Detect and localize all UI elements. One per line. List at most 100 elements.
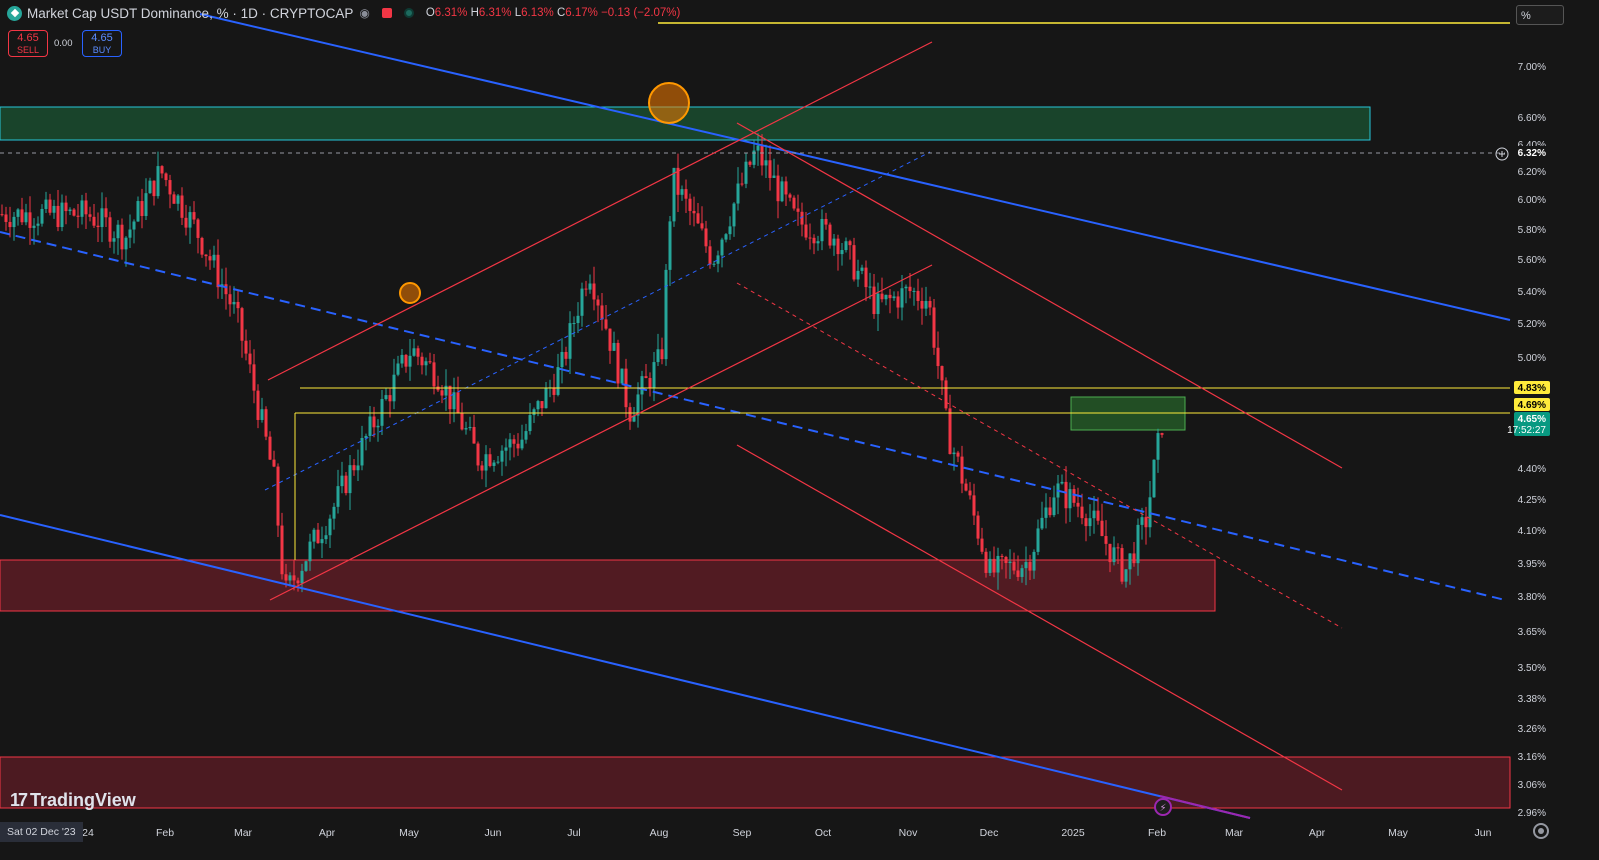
time-tick-label: Feb — [1148, 827, 1166, 839]
sell-label: SELL — [16, 45, 40, 55]
candle-body — [908, 286, 912, 292]
demand-zone-lower[interactable] — [0, 756, 1511, 809]
candle-body — [912, 290, 916, 292]
candle-body — [28, 212, 32, 228]
buy-button[interactable]: 4.65 BUY — [82, 30, 122, 57]
candle-body — [96, 225, 100, 228]
candle-body — [1156, 433, 1160, 460]
candle-body — [776, 175, 780, 202]
add-alert-plus-icon[interactable] — [1495, 147, 1509, 161]
scale-mode-dropdown[interactable]: % — [1516, 5, 1564, 25]
price-marker-label: 4.83% — [1518, 383, 1546, 394]
candle-body — [84, 200, 88, 215]
ohlc-close-label: C — [556, 7, 566, 19]
candle-body — [568, 323, 572, 359]
candle-body — [744, 161, 748, 184]
symbol-title[interactable]: Market Cap USDT Dominance, % · 1D · CRYP… — [27, 5, 354, 21]
price-tick-label: 3.26% — [1518, 724, 1546, 735]
candle-body — [640, 376, 644, 395]
channel-upper[interactable] — [267, 41, 933, 381]
sell-button[interactable]: 4.65 SELL — [8, 30, 48, 57]
price-marker-bg — [1514, 146, 1550, 159]
blue-trendline-top[interactable] — [199, 13, 1511, 321]
candle-body — [1116, 547, 1120, 549]
candle-body — [660, 349, 664, 360]
down-channel-lower[interactable] — [736, 444, 1343, 791]
time-tick-label: Aug — [650, 827, 669, 839]
candle-body — [252, 364, 256, 391]
price-marker-bg — [1514, 381, 1550, 394]
candle-body — [468, 426, 472, 429]
candle-body — [1000, 555, 1004, 557]
candle-body — [200, 237, 204, 255]
candle-body — [300, 570, 304, 584]
candle-body — [724, 234, 728, 240]
candle-body — [936, 347, 940, 367]
candle-body — [804, 224, 808, 238]
candle-body — [320, 539, 324, 544]
candle-body — [1088, 518, 1092, 527]
candle-body — [1032, 551, 1036, 571]
candle-body — [16, 209, 20, 217]
blue-trendline-bottom[interactable] — [0, 514, 1251, 819]
small-orange-circle[interactable] — [399, 282, 421, 304]
candle-body — [644, 376, 648, 378]
candle-body — [848, 241, 852, 246]
candle-body — [288, 575, 292, 581]
tradingview-logo[interactable]: 17 TradingView — [10, 790, 136, 811]
candle-body — [364, 435, 368, 438]
candle-body — [864, 267, 868, 288]
candle-body — [720, 239, 724, 256]
candle-body — [196, 219, 200, 238]
large-orange-circle[interactable] — [648, 82, 690, 124]
candle-body — [212, 254, 216, 261]
zones-layer — [0, 106, 1511, 809]
candle-body — [1152, 459, 1156, 498]
candle-body — [148, 180, 152, 194]
time-axis[interactable]: 24 Feb Mar Apr May Jun Jul Aug Sep Oct Nov Dec 2025 F… — [82, 827, 1491, 839]
candle-body — [92, 216, 96, 226]
price-marker-bg — [1514, 412, 1550, 436]
candle-body — [1128, 553, 1132, 570]
candle-body — [564, 351, 568, 359]
alert-icon[interactable] — [381, 8, 392, 18]
candle-body — [988, 558, 992, 573]
candle-body — [932, 307, 936, 348]
candle-body — [324, 535, 328, 540]
candle-body — [224, 284, 228, 295]
candle-body — [1052, 497, 1056, 516]
candle-body — [772, 175, 776, 178]
candle-body — [956, 452, 960, 457]
candle-body — [904, 286, 908, 289]
candle-body — [276, 466, 280, 526]
candle-body — [796, 208, 800, 212]
candle-body — [408, 355, 412, 367]
candle-body — [708, 246, 712, 265]
eye-icon[interactable]: ◉ — [359, 6, 370, 20]
price-tick-label: 5.20% — [1518, 319, 1546, 330]
price-axis[interactable]: 7.00% 6.60% 6.40% 6.20% 6.00% 5.80% 5.60% 5.40%… — [1495, 62, 1550, 819]
price-tick-label: 6.20% — [1518, 167, 1546, 178]
candle-body — [360, 437, 364, 466]
candle-body — [576, 315, 580, 324]
candle-body — [512, 439, 516, 444]
channel-lower[interactable] — [269, 264, 933, 601]
candle-body — [464, 428, 468, 430]
candle-body — [836, 238, 840, 255]
settings-gear-icon[interactable] — [1533, 823, 1549, 839]
blue-dashed-trendline[interactable] — [0, 231, 1506, 601]
candle-body — [616, 342, 620, 384]
candle-body — [424, 361, 428, 366]
candle-body — [656, 349, 660, 363]
candle-body — [636, 394, 640, 416]
candle-body — [1060, 481, 1064, 484]
price-marker-label: 4.69% — [1518, 400, 1546, 411]
chart-header: Market Cap USDT Dominance, % · 1D · CRYP… — [0, 0, 680, 26]
candle-body — [308, 541, 312, 562]
lightning-event-icon[interactable] — [1154, 798, 1172, 816]
price-tick-label: 4.10% — [1518, 526, 1546, 537]
down-channel-upper[interactable] — [736, 122, 1343, 469]
candle-body — [88, 214, 92, 217]
candle-body — [68, 209, 72, 212]
